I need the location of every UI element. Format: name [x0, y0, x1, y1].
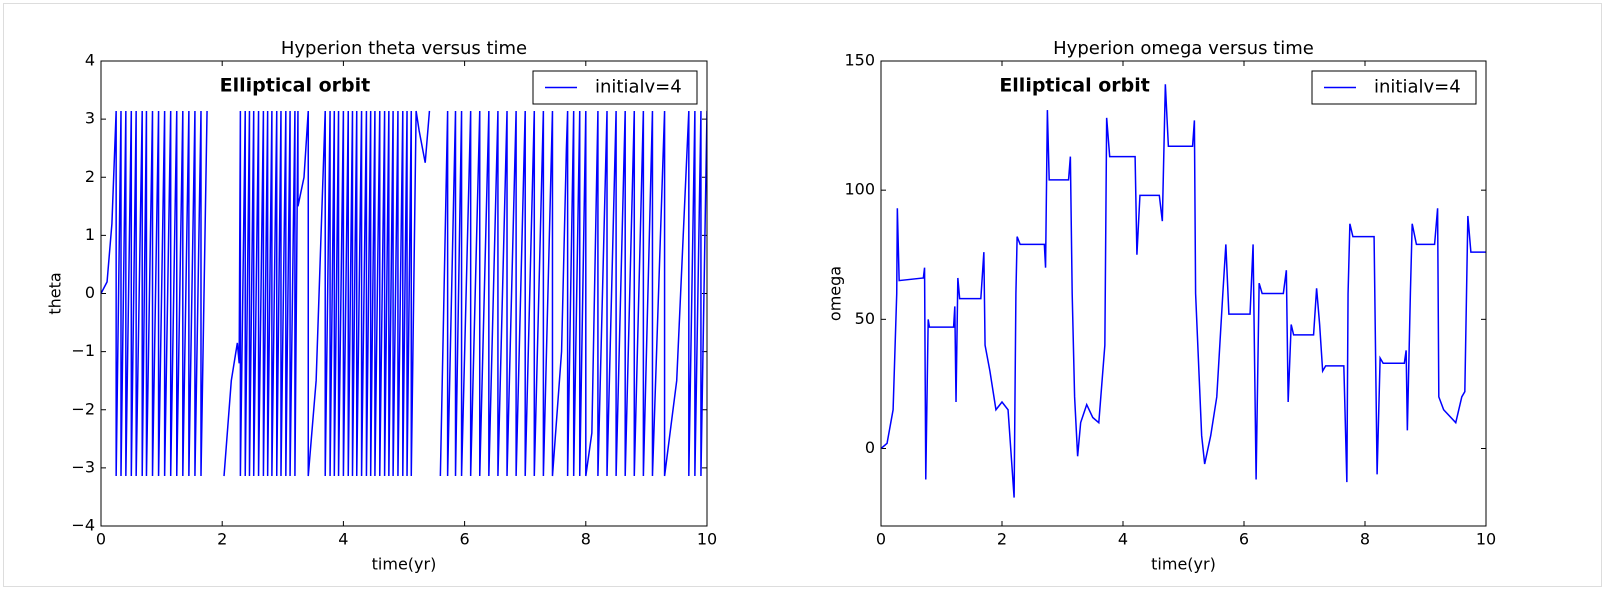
legend-label: initialv=4: [595, 77, 682, 98]
x-tick-label: 6: [460, 530, 470, 549]
x-tick-label: 0: [96, 530, 106, 549]
y-tick-label: 1: [85, 225, 95, 244]
chart-title: Hyperion omega versus time: [1053, 38, 1314, 59]
x-axis-label: time(yr): [1151, 555, 1216, 574]
annotation: Elliptical orbit: [999, 75, 1150, 97]
figure-border: [3, 3, 1602, 587]
plot-frame: [100, 60, 708, 527]
y-tick-label: 0: [85, 283, 95, 302]
x-tick-label: 2: [217, 530, 227, 549]
x-tick-label: 6: [1239, 530, 1249, 549]
y-tick-label: −4: [71, 516, 95, 535]
x-tick-label: 0: [876, 530, 886, 549]
y-tick-label: 50: [855, 309, 875, 328]
annotation: Elliptical orbit: [220, 75, 371, 97]
y-tick-label: 0: [865, 438, 875, 457]
data-line: [881, 84, 1486, 498]
y-tick-label: 150: [844, 51, 875, 70]
x-tick-label: 8: [581, 530, 591, 549]
y-tick-label: 4: [85, 51, 95, 70]
x-tick-label: 8: [1360, 530, 1370, 549]
y-tick-label: −1: [71, 341, 95, 360]
x-tick-label: 4: [1118, 530, 1128, 549]
x-tick-label: 10: [1476, 530, 1496, 549]
y-axis-label: theta: [46, 272, 65, 314]
y-tick-label: 3: [85, 109, 95, 128]
x-axis-label: time(yr): [372, 555, 437, 574]
data-line: [101, 110, 707, 477]
y-tick-label: 2: [85, 167, 95, 186]
x-tick-label: 10: [697, 530, 717, 549]
chart-title: Hyperion theta versus time: [281, 38, 527, 59]
y-tick-label: −2: [71, 399, 95, 418]
y-tick-label: −3: [71, 457, 95, 476]
y-tick-label: 100: [844, 180, 875, 199]
x-tick-label: 2: [997, 530, 1007, 549]
legend-label: initialv=4: [1374, 77, 1461, 98]
plot-frame: [880, 60, 1487, 527]
y-axis-label: omega: [826, 266, 845, 321]
x-tick-label: 4: [338, 530, 348, 549]
